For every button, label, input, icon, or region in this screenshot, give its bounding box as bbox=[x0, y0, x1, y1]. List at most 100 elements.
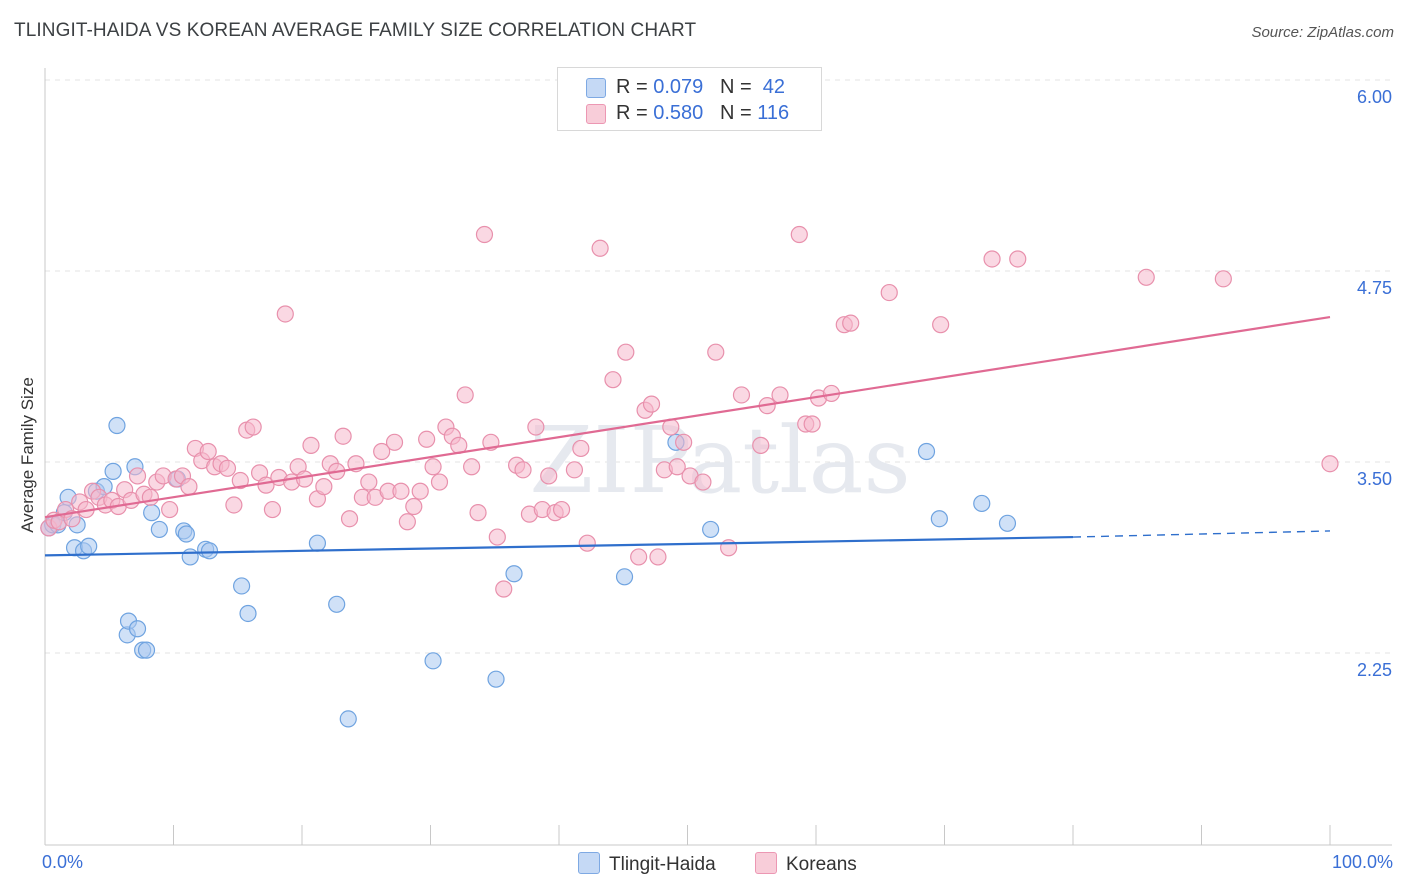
data-point bbox=[1009, 250, 1027, 268]
trend-line bbox=[44, 535, 1074, 557]
data-point bbox=[932, 316, 950, 334]
data-point bbox=[617, 343, 635, 361]
data-point bbox=[649, 548, 667, 566]
data-point bbox=[591, 239, 609, 257]
data-point bbox=[469, 504, 487, 522]
data-point bbox=[137, 641, 156, 659]
data-point bbox=[475, 225, 494, 244]
legend-n-value: 116 bbox=[757, 102, 790, 124]
data-point bbox=[80, 537, 98, 555]
data-point bbox=[392, 482, 410, 500]
data-point bbox=[694, 473, 712, 491]
legend-r-value: 0.580 bbox=[653, 102, 704, 124]
data-point bbox=[315, 478, 333, 496]
trend-line bbox=[44, 315, 1331, 519]
bottom-legend-koreans: Koreans bbox=[755, 852, 857, 876]
bottom-legend-label: Tlingit-Haida bbox=[609, 854, 716, 875]
data-point bbox=[360, 473, 378, 491]
data-point bbox=[233, 577, 251, 595]
data-point bbox=[702, 520, 720, 539]
data-point bbox=[930, 510, 948, 528]
data-point bbox=[604, 371, 622, 389]
data-point bbox=[239, 604, 257, 623]
data-point bbox=[732, 386, 751, 404]
data-point bbox=[334, 427, 352, 445]
data-point bbox=[565, 461, 584, 479]
data-point bbox=[578, 534, 596, 552]
data-point bbox=[244, 418, 262, 436]
data-point bbox=[424, 458, 442, 476]
data-point bbox=[463, 458, 481, 476]
data-point bbox=[1214, 270, 1232, 288]
bottom-legend-label: Koreans bbox=[786, 854, 857, 875]
data-point bbox=[128, 620, 147, 638]
data-point bbox=[983, 250, 1001, 268]
data-point bbox=[373, 442, 391, 461]
data-point bbox=[199, 442, 217, 461]
data-point bbox=[328, 595, 346, 613]
data-point bbox=[842, 314, 860, 332]
y-axis-title: Average Family Size bbox=[18, 377, 37, 533]
legend-swatch-koreans bbox=[586, 104, 606, 124]
data-point bbox=[141, 488, 159, 506]
data-point bbox=[505, 565, 523, 583]
data-point bbox=[104, 462, 122, 480]
data-point bbox=[752, 436, 770, 454]
data-point bbox=[302, 436, 320, 454]
y-tick-label: 4.75 bbox=[1357, 278, 1392, 298]
data-point bbox=[340, 510, 359, 528]
data-point bbox=[308, 534, 327, 552]
data-point bbox=[771, 386, 789, 404]
y-tick-label: 3.50 bbox=[1357, 469, 1392, 489]
data-point bbox=[411, 482, 429, 500]
data-point bbox=[405, 497, 423, 516]
data-points bbox=[40, 225, 1339, 728]
data-point bbox=[143, 504, 161, 522]
data-point bbox=[552, 500, 571, 519]
trend-lines bbox=[44, 315, 1331, 557]
data-point bbox=[339, 710, 357, 728]
y-tick-label: 2.25 bbox=[1357, 660, 1392, 680]
data-point bbox=[572, 439, 590, 458]
data-point bbox=[150, 520, 168, 539]
x-tick-label-min: 0.0% bbox=[42, 852, 84, 872]
data-point bbox=[880, 283, 898, 302]
data-point bbox=[527, 418, 545, 436]
data-point bbox=[225, 496, 243, 514]
watermark: ZIPatlas bbox=[529, 407, 910, 514]
source-label: Source: ZipAtlas.com bbox=[1251, 24, 1394, 41]
data-point bbox=[487, 670, 505, 688]
legend-n-value: 42 bbox=[762, 76, 786, 98]
axes bbox=[44, 68, 1392, 846]
data-point bbox=[181, 548, 199, 566]
data-point bbox=[1137, 268, 1155, 286]
data-point bbox=[707, 343, 725, 361]
data-point bbox=[540, 467, 558, 485]
y-tick-label: 6.00 bbox=[1357, 87, 1392, 107]
data-point bbox=[1321, 455, 1339, 473]
y-tick-labels: 2.25 3.50 4.75 6.00 bbox=[1357, 87, 1392, 680]
data-point bbox=[418, 430, 436, 448]
bottom-legend-swatch-koreans bbox=[755, 852, 777, 874]
data-point bbox=[998, 514, 1017, 532]
data-point bbox=[424, 652, 442, 670]
data-point bbox=[615, 568, 634, 586]
legend-n-label: N = bbox=[719, 102, 758, 124]
data-point bbox=[514, 461, 532, 479]
data-point bbox=[803, 415, 821, 433]
data-point bbox=[263, 500, 282, 519]
x-tick-label-max: 100.0% bbox=[1331, 852, 1393, 872]
legend-r-value: 0.079 bbox=[653, 76, 704, 98]
data-point bbox=[430, 473, 449, 491]
bottom-legend-tlingit-haida: Tlingit-Haida bbox=[578, 852, 716, 876]
data-point bbox=[231, 471, 249, 490]
data-point bbox=[675, 433, 693, 451]
data-point bbox=[128, 467, 147, 485]
data-point bbox=[180, 478, 198, 496]
legend-r-label: R = bbox=[616, 76, 654, 98]
data-point bbox=[668, 458, 686, 476]
data-point bbox=[295, 470, 314, 488]
data-point bbox=[218, 459, 237, 477]
data-point bbox=[495, 580, 513, 598]
